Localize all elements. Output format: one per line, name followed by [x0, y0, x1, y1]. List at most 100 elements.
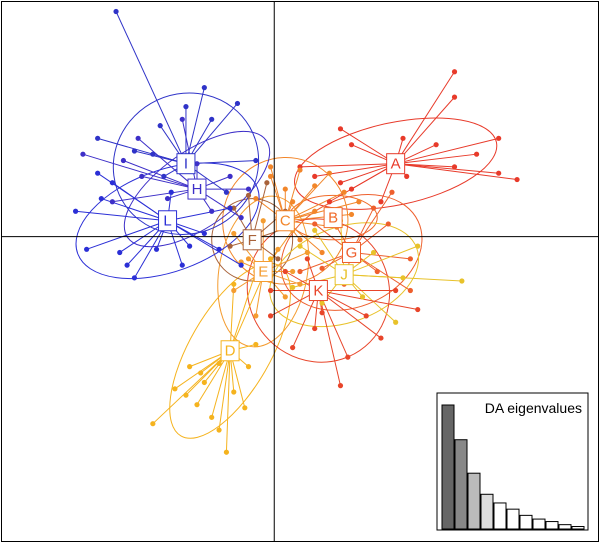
group-label-box-e [253, 261, 273, 282]
point-group-a-1 [348, 142, 355, 148]
segment-group-a-17 [395, 163, 518, 181]
point-group-j-3 [359, 294, 366, 300]
point-group-i-5 [161, 173, 167, 179]
segment-group-h-0 [82, 153, 198, 190]
segment-group-a-6 [329, 163, 396, 203]
group-label-box-l [158, 210, 178, 232]
point-group-f-0 [231, 205, 237, 211]
point-group-g-7 [297, 268, 303, 275]
group-label-k: K [313, 282, 323, 299]
segment-group-a-7 [395, 153, 477, 165]
segment-group-k-5 [318, 290, 418, 311]
point-group-c-15 [356, 199, 362, 205]
point-group-h-1 [120, 157, 127, 164]
point-group-k-8 [337, 383, 344, 389]
ellipse-group-a [294, 117, 498, 210]
point-group-e-11 [290, 268, 296, 275]
point-group-h-9 [109, 199, 115, 205]
eigenvalue-bar-3 [467, 472, 481, 530]
point-group-h-5 [245, 186, 252, 192]
segment-group-d-1 [225, 350, 231, 453]
group-label-box-h [187, 178, 207, 200]
group-label-a: A [391, 156, 401, 173]
point-group-l-7 [179, 262, 185, 268]
point-group-d-4 [231, 389, 237, 395]
point-group-l-15 [238, 262, 244, 268]
point-group-l-1 [84, 246, 90, 252]
group-label-g: G [346, 244, 358, 261]
group-label-i: I [184, 156, 188, 173]
segment-group-k-7 [318, 290, 382, 339]
point-group-k-5 [415, 306, 421, 313]
point-group-d-17 [198, 370, 204, 376]
point-group-a-17 [514, 176, 520, 183]
point-group-h-10 [194, 161, 200, 167]
point-group-a-5 [348, 186, 355, 192]
point-group-e-4 [231, 287, 237, 294]
point-group-d-8 [253, 341, 259, 348]
point-group-c-11 [319, 249, 325, 256]
point-group-e-10 [260, 218, 266, 224]
eigenvalue-bar-7 [519, 514, 533, 530]
group-label-box-c [275, 210, 295, 232]
point-group-d-5 [216, 360, 222, 367]
point-group-i-7 [95, 135, 101, 141]
segment-group-g-3 [351, 251, 411, 260]
point-group-d-13 [209, 414, 215, 420]
point-group-k-6 [319, 310, 325, 316]
point-group-d-2 [194, 402, 200, 408]
segment-group-j-9 [344, 274, 404, 279]
point-group-g-3 [407, 256, 413, 262]
group-label-box-j [334, 264, 354, 286]
eigenvalue-bar-8 [532, 518, 546, 530]
point-group-j-2 [312, 227, 318, 233]
segment-group-a-2 [299, 163, 396, 168]
group-labels-layer: A B C D EF G HI JK L [158, 153, 406, 362]
segment-group-l-1 [86, 220, 168, 250]
point-group-j-8 [319, 300, 325, 306]
group-label-box-a [386, 153, 406, 175]
point-group-i-0 [113, 8, 119, 15]
point-group-j-5 [415, 243, 421, 249]
point-group-d-1 [223, 449, 230, 455]
eigenvalue-bar-9 [545, 521, 559, 530]
point-group-k-11 [267, 287, 274, 294]
group-label-box-f [242, 229, 262, 251]
point-group-a-4 [496, 135, 502, 141]
group-label-box-g [342, 241, 362, 263]
point-group-l-9 [227, 205, 233, 211]
group-label-f: F [248, 232, 257, 249]
point-group-i-10 [131, 148, 138, 154]
point-group-a-10 [337, 126, 344, 132]
segment-group-h-2 [137, 137, 198, 190]
eigenvalue-bar-5 [493, 502, 507, 530]
point-group-h-4 [164, 195, 171, 202]
group-label-box-i [176, 153, 196, 175]
point-group-l-14 [187, 243, 193, 249]
point-group-j-0 [459, 278, 465, 284]
segment-group-d-13 [211, 350, 231, 418]
point-group-g-0 [389, 189, 395, 195]
eigenvalue-bars [441, 404, 585, 530]
point-group-l-11 [168, 189, 174, 195]
group-label-l: L [163, 213, 171, 230]
point-group-d-15 [216, 427, 222, 433]
point-group-k-12 [393, 287, 399, 294]
point-group-e-9 [275, 246, 281, 252]
segment-group-c-15 [285, 201, 359, 222]
eigenvalue-bar-10 [558, 524, 572, 530]
segments-layer [75, 11, 518, 453]
point-group-a-8 [496, 170, 502, 176]
ellipse-group-k [246, 218, 391, 363]
point-group-k-10 [304, 256, 310, 262]
point-group-a-7 [473, 151, 480, 157]
point-group-i-8 [157, 123, 163, 129]
point-group-k-9 [282, 268, 288, 275]
point-group-e-2 [245, 256, 252, 262]
point-group-l-5 [131, 275, 138, 281]
point-group-c-9 [290, 199, 296, 205]
point-group-i-1 [183, 104, 189, 110]
point-group-k-1 [312, 325, 318, 332]
